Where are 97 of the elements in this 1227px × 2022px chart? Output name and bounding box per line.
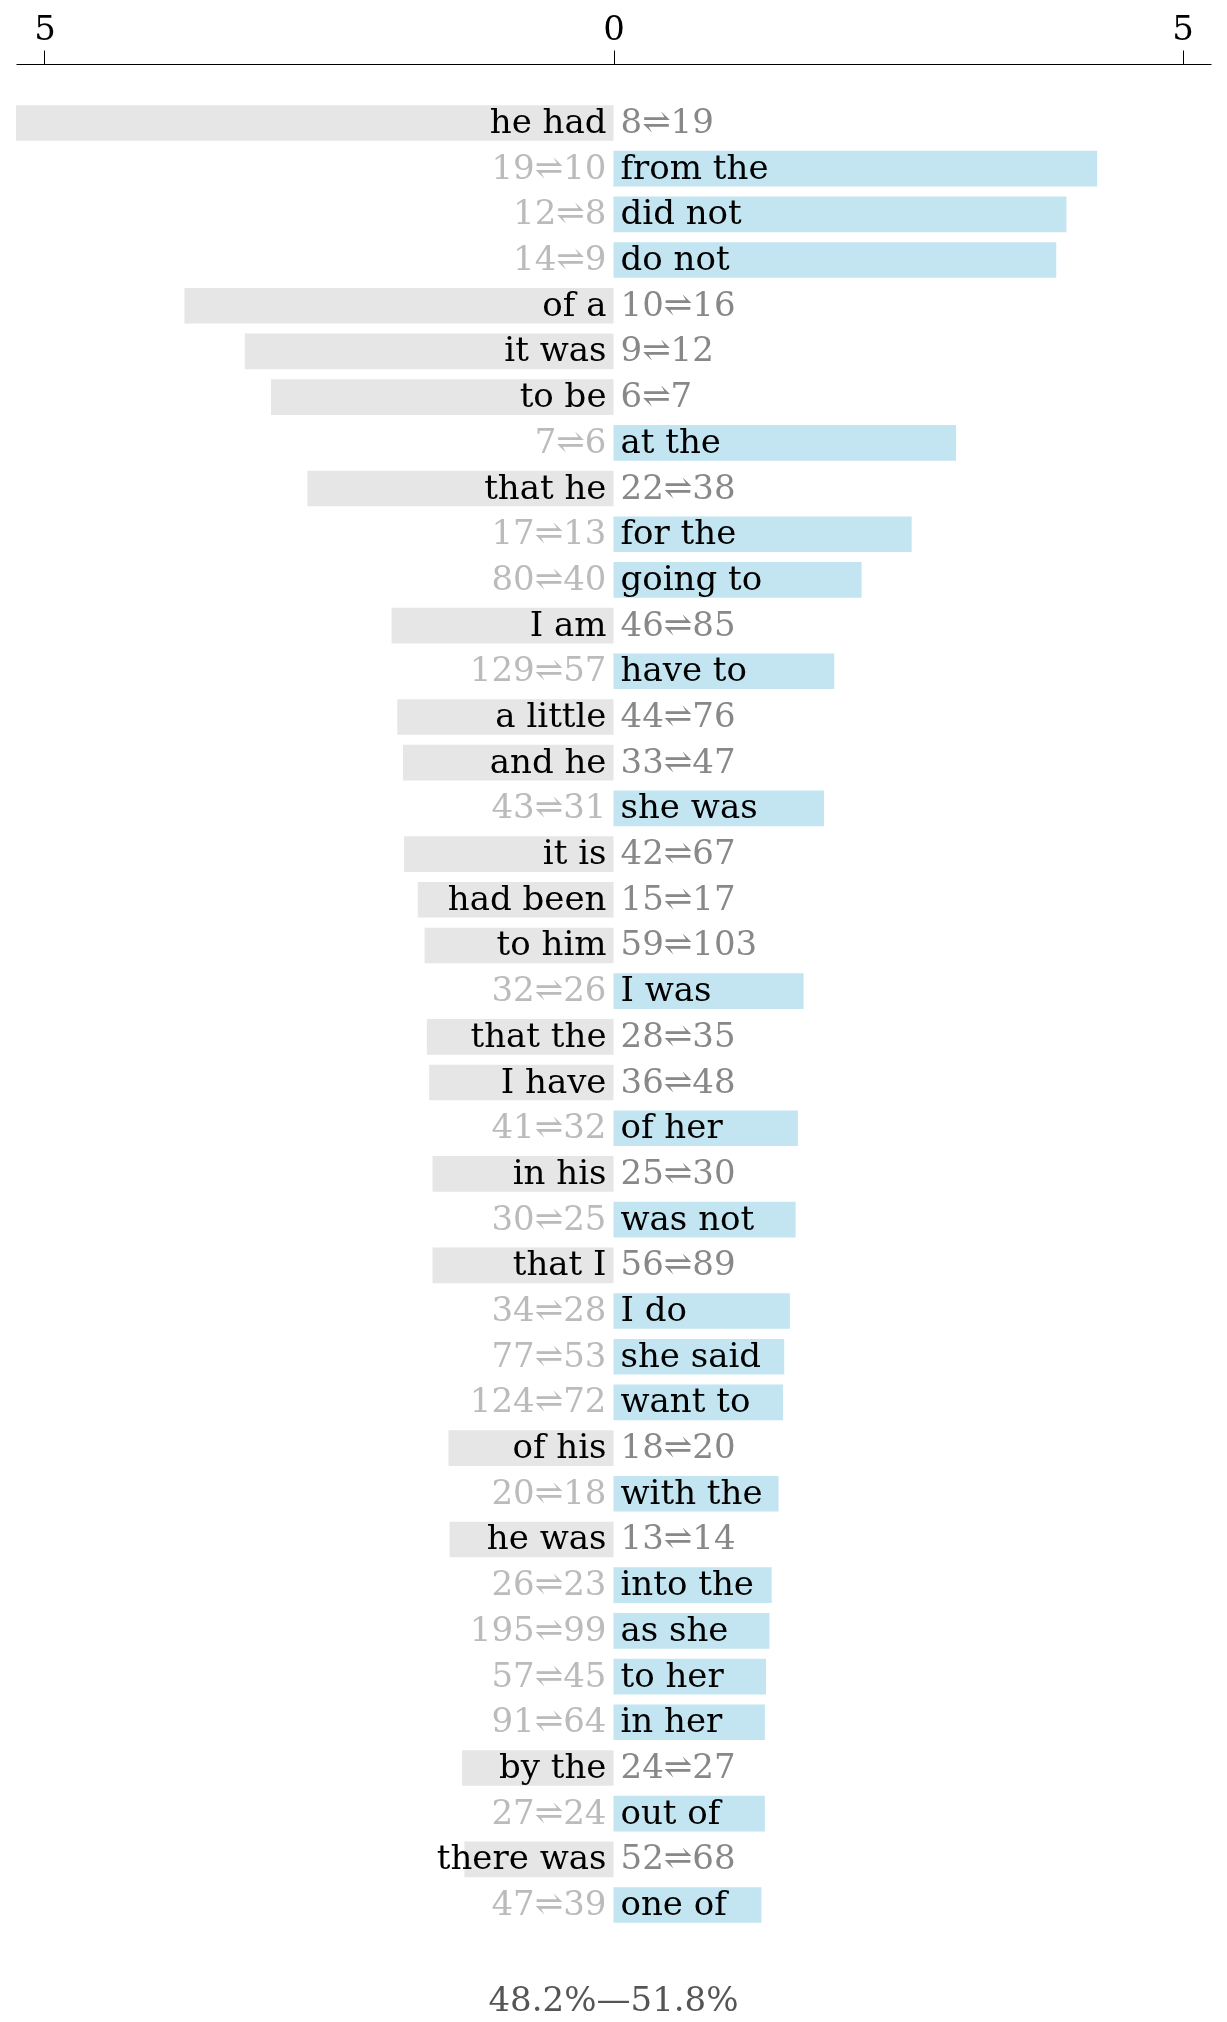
annotation: 32⇌26	[491, 969, 607, 1010]
annotation: 13⇌14	[620, 1517, 736, 1558]
annotation: 195⇌99	[469, 1608, 607, 1649]
y-tick-label: in her	[620, 1700, 724, 1741]
y-tick-label: of his	[512, 1426, 607, 1467]
y-tick-label: had been	[447, 877, 607, 918]
annotation: 14⇌9	[513, 238, 607, 279]
bar	[613, 424, 957, 461]
y-tick-label: it is	[542, 832, 607, 873]
bar	[613, 1293, 790, 1329]
y-tick-label: to be	[519, 375, 607, 416]
y-tick-label: he had	[489, 100, 607, 141]
y-tick-label: that he	[484, 466, 607, 507]
annotation: 80⇌40	[491, 557, 607, 598]
y-tick-label: she was	[620, 786, 758, 827]
y-tick-label: one of	[620, 1883, 730, 1924]
bar	[613, 196, 1067, 233]
bar	[613, 150, 1098, 187]
bar	[613, 516, 912, 553]
y-tick-label: I am	[529, 603, 607, 644]
annotation: 57⇌45	[491, 1654, 607, 1695]
annotation: 6⇌7	[620, 375, 693, 416]
annotation: 41⇌32	[491, 1106, 607, 1147]
annotation: 20⇌18	[491, 1471, 607, 1512]
y-tick-label: to him	[496, 923, 607, 964]
bar	[404, 836, 614, 872]
y-tick-label: he was	[486, 1517, 607, 1558]
y-tick-label: that I	[512, 1243, 607, 1284]
annotation: 24⇌27	[620, 1745, 736, 1786]
y-tick-label: at the	[620, 420, 721, 461]
bar	[16, 105, 614, 141]
annotation: 36⇌48	[620, 1060, 736, 1101]
y-tick-label: I was	[620, 969, 712, 1010]
bar	[184, 287, 614, 324]
annotation: 46⇌85	[620, 603, 736, 644]
annotation: 12⇌8	[513, 192, 607, 233]
annotation: 15⇌17	[620, 877, 736, 918]
y-tick-label: into the	[620, 1563, 754, 1604]
y-tick-label: did not	[620, 192, 743, 233]
y-tick-label: and he	[489, 740, 607, 781]
y-tick-label: a little	[495, 694, 607, 735]
y-tick-label: by the	[499, 1745, 607, 1786]
annotation: 47⇌39	[491, 1883, 607, 1924]
annotation: 19⇌10	[491, 146, 607, 187]
annotation: 28⇌35	[620, 1014, 736, 1055]
annotation: 77⇌53	[491, 1334, 607, 1375]
x-tick-label: 5	[34, 7, 56, 48]
y-tick-label: she said	[620, 1334, 762, 1375]
annotation: 8⇌19	[620, 100, 714, 141]
y-tick-label: out of	[620, 1791, 723, 1832]
y-tick-label: to her	[620, 1654, 725, 1695]
annotation: 17⇌13	[491, 512, 607, 553]
annotation: 18⇌20	[620, 1426, 736, 1467]
annotation: 10⇌16	[620, 283, 736, 324]
annotation: 9⇌12	[620, 329, 714, 370]
y-tick-label: of a	[542, 283, 607, 324]
text: 48.2%—51.8%	[488, 1979, 739, 2019]
y-tick-label: it was	[504, 329, 607, 370]
annotation: 25⇌30	[620, 1151, 736, 1192]
y-tick-label: want to	[620, 1380, 751, 1421]
y-tick-label: I do	[620, 1289, 687, 1330]
y-tick-label: going to	[620, 557, 763, 598]
annotation: 22⇌38	[620, 466, 736, 507]
bar	[391, 607, 614, 644]
annotation: 91⇌64	[491, 1700, 607, 1741]
annotation: 129⇌57	[469, 649, 607, 690]
x-tick-label: 5	[1172, 7, 1194, 48]
bar	[244, 333, 614, 370]
annotation: 59⇌103	[620, 923, 758, 964]
y-tick-label: that the	[470, 1014, 607, 1055]
annotation: 44⇌76	[620, 694, 736, 735]
y-tick-label: in his	[512, 1151, 607, 1192]
annotation: 30⇌25	[491, 1197, 607, 1238]
bar	[270, 379, 614, 415]
y-tick-label: with the	[620, 1471, 763, 1512]
annotation: 124⇌72	[469, 1380, 607, 1421]
y-tick-label: do not	[620, 238, 730, 279]
y-tick-label: for the	[620, 512, 737, 553]
annotation: 42⇌67	[620, 832, 736, 873]
y-tick-label: have to	[620, 649, 747, 690]
annotation: 34⇌28	[491, 1289, 607, 1330]
x-tick-label: 0	[603, 7, 625, 48]
annotation: 27⇌24	[491, 1791, 607, 1832]
annotation: 43⇌31	[491, 786, 607, 827]
y-tick-label: I have	[500, 1060, 607, 1101]
annotation: 52⇌68	[620, 1837, 736, 1878]
y-tick-label: was not	[620, 1197, 755, 1238]
y-tick-label: as she	[620, 1608, 729, 1649]
bar	[613, 242, 1057, 278]
y-tick-label: of her	[620, 1106, 724, 1147]
annotation: 7⇌6	[534, 420, 607, 461]
y-tick-label: there was	[436, 1837, 607, 1878]
y-tick-label: from the	[620, 146, 769, 187]
annotation: 56⇌89	[620, 1243, 736, 1284]
bar	[613, 973, 804, 1009]
annotation: 33⇌47	[620, 740, 736, 781]
annotation: 26⇌23	[491, 1563, 607, 1604]
